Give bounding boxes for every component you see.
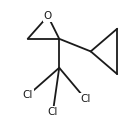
Text: Cl: Cl [48, 107, 58, 117]
Text: Cl: Cl [81, 94, 91, 104]
Text: O: O [44, 11, 52, 21]
Text: Cl: Cl [23, 90, 33, 100]
